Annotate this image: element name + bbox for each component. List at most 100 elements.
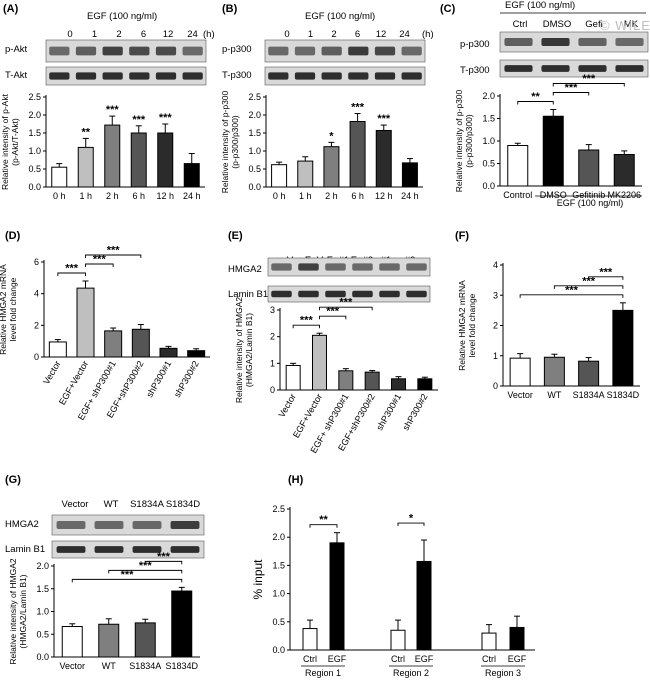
- significance-label: ***: [157, 551, 171, 563]
- blot-band: [325, 263, 346, 271]
- panel-D: (D) 0 2 4 6 Relative HMGA2 mRNAlevel fold cha…: [0, 230, 210, 422]
- y-tick-label: 0.0: [482, 181, 495, 191]
- y-tick-label: 1.5: [248, 128, 261, 138]
- significance-label: ***: [107, 245, 121, 257]
- y-axis-label-line: Relative intensity of p-p300: [454, 89, 464, 192]
- blot-band: [49, 72, 70, 80]
- y-tick-label: 2.0: [272, 532, 285, 542]
- bar: [171, 590, 193, 658]
- blot-band: [155, 72, 177, 80]
- blot-band: [374, 46, 396, 56]
- blot-band: [379, 263, 400, 271]
- blot-band: [401, 72, 422, 80]
- bar: [297, 160, 314, 188]
- x-tick-label: shP300#2: [172, 359, 201, 399]
- blot-band: [541, 65, 570, 72]
- treatment-label: EGF (100 ng/ml): [305, 11, 375, 22]
- blot-band: [75, 72, 97, 80]
- blot-band: [615, 65, 644, 72]
- bar: [51, 166, 68, 188]
- y-tick-label: 2: [493, 321, 498, 331]
- y-axis-label-line: Relative intensity of p-Akt: [0, 93, 10, 190]
- y-tick-label: 1.5: [272, 560, 285, 570]
- y-axis-label: % input: [251, 559, 265, 600]
- x-tick-label: MK2206: [607, 190, 641, 200]
- blot-band: [268, 46, 289, 56]
- bar: [131, 328, 150, 358]
- significance-label: ***: [565, 284, 579, 296]
- lane-label: 2: [116, 29, 121, 40]
- x-tick-label: S1834D: [607, 390, 640, 400]
- blot-strip: [267, 257, 431, 277]
- bar: [390, 629, 406, 651]
- lane-unit: (h): [203, 29, 215, 40]
- lane-label: Vector: [62, 499, 89, 510]
- y-tick-label: 0: [34, 352, 39, 362]
- x-tick-label: Control: [503, 190, 532, 200]
- significance-bracket: [85, 263, 114, 267]
- bar: [578, 360, 600, 387]
- bar: [507, 145, 529, 187]
- significance-label: **: [531, 91, 540, 103]
- lane-label: 12: [163, 29, 174, 40]
- y-tick-label: 0: [493, 381, 498, 391]
- x-tick-label: 0 h: [53, 191, 66, 201]
- y-axis-label: Relative HMGA2 mRNAlevel fold change: [457, 280, 477, 371]
- lane-label: 2: [331, 29, 336, 40]
- significance-bracket: [552, 83, 625, 87]
- blot-band: [155, 46, 177, 56]
- bar: [578, 149, 600, 187]
- blot-band: [170, 546, 200, 553]
- blot-band: [298, 290, 319, 298]
- blot-band: [578, 65, 607, 72]
- significance-label: ***: [599, 266, 613, 278]
- panel-H: (H) 0.0 0.5 1.0 1.5 2.0 2.5 % input Ctrl EGF Ctrl E…: [251, 474, 535, 678]
- significance-mark: ***: [106, 104, 120, 116]
- blot-strip: [264, 66, 426, 86]
- blot-band: [504, 65, 533, 72]
- significance-bracket: [85, 254, 142, 258]
- y-axis-label-line: level fold change: [467, 293, 477, 357]
- blot-band: [352, 290, 373, 298]
- y-axis-label-line: (HMGA2/Lamin B1): [18, 574, 28, 648]
- lane-label: 24: [399, 29, 410, 40]
- panel-label: (B): [222, 3, 238, 15]
- significance-label: ***: [65, 263, 79, 275]
- bar: [391, 378, 406, 391]
- y-axis-label-line: Relative intensity of p-p300: [220, 90, 230, 193]
- blot-strip: [51, 540, 205, 559]
- y-tick-label: 2.0: [28, 110, 41, 120]
- y-axis-label-line: (p-p300/p300): [230, 115, 240, 169]
- blot-label: HMGA2: [228, 264, 262, 275]
- bar: [48, 341, 67, 358]
- y-tick-label: 1.5: [36, 584, 49, 594]
- panel-C: (C) EGF (100 ng/ml) Ctrl DMSO Gefi MK p-p300 T-…: [440, 0, 650, 208]
- treatment-label: EGF (100 ng/ml): [505, 0, 575, 11]
- blot-band: [102, 72, 123, 80]
- blot-strip: [264, 39, 426, 63]
- blot-label: p-p300: [222, 44, 252, 55]
- x-tick-label: shP300#2: [401, 392, 430, 432]
- significance-bracket: [552, 92, 590, 96]
- significance-mark: **: [81, 126, 90, 138]
- blot-strip: [45, 39, 207, 63]
- significance-bracket: [319, 315, 347, 320]
- significance-label: ***: [93, 254, 107, 266]
- x-tick-label: Ctrl: [482, 654, 496, 664]
- blot-band: [94, 521, 124, 529]
- x-tick-label: 24 h: [401, 191, 419, 201]
- y-tick-label: 0.5: [248, 164, 261, 174]
- y-tick-label: 0.5: [272, 617, 285, 627]
- panel-label: (D): [5, 230, 21, 242]
- bar: [375, 129, 392, 188]
- x-tick-label: S1834D: [165, 661, 198, 671]
- x-tick-label: shP300#1: [144, 359, 173, 399]
- x-tick-label: Vector: [41, 359, 62, 386]
- bar: [104, 124, 121, 188]
- y-tick-label: 3: [493, 290, 498, 300]
- blot-band: [271, 263, 292, 271]
- x-tick-label: DMSO: [540, 190, 567, 200]
- x-tick-label: Vector: [507, 390, 533, 400]
- blot-band: [129, 72, 150, 80]
- x-tick-label: S1834A: [573, 390, 605, 400]
